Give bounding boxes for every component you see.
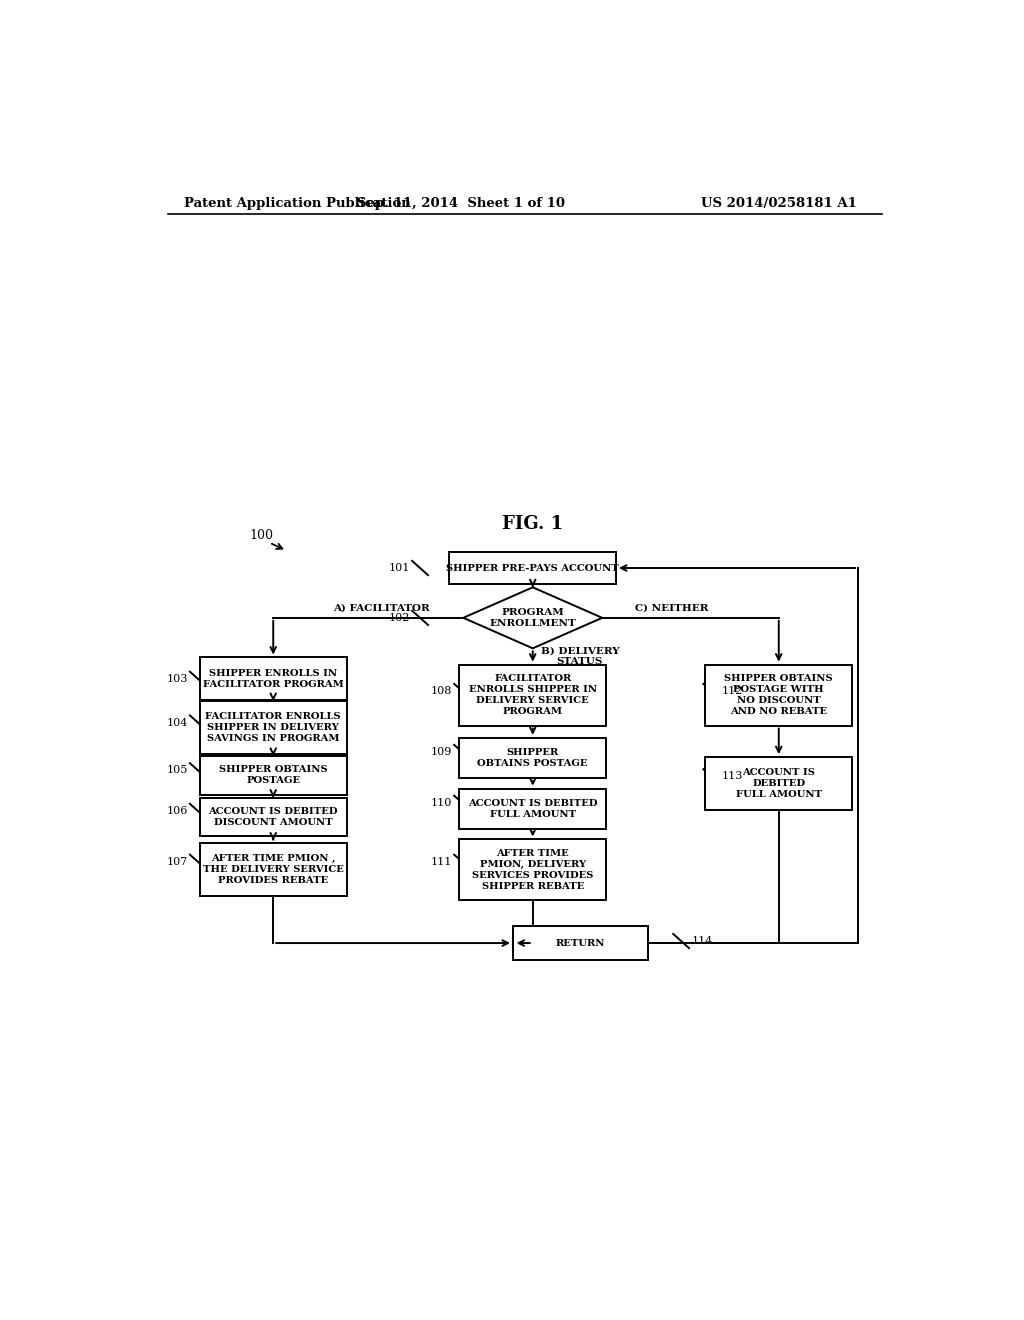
Text: 111: 111 — [430, 857, 452, 867]
Text: 104: 104 — [166, 718, 187, 727]
FancyBboxPatch shape — [513, 925, 648, 961]
Text: FIG. 1: FIG. 1 — [502, 515, 563, 533]
Text: AFTER TIME
PMION, DELIVERY
SERVICES PROVIDES
SHIPPER REBATE: AFTER TIME PMION, DELIVERY SERVICES PROV… — [472, 849, 594, 891]
Text: PROGRAM
ENROLLMENT: PROGRAM ENROLLMENT — [489, 607, 577, 628]
Text: 105: 105 — [166, 766, 187, 775]
Text: 101: 101 — [388, 564, 410, 573]
Text: 109: 109 — [430, 747, 452, 756]
FancyBboxPatch shape — [460, 840, 606, 900]
Text: Sep. 11, 2014  Sheet 1 of 10: Sep. 11, 2014 Sheet 1 of 10 — [357, 197, 565, 210]
Text: ACCOUNT IS DEBITED
FULL AMOUNT: ACCOUNT IS DEBITED FULL AMOUNT — [468, 799, 597, 818]
Text: AFTER TIME PMION ,
THE DELIVERY SERVICE
PROVIDES REBATE: AFTER TIME PMION , THE DELIVERY SERVICE … — [203, 854, 344, 886]
Text: 107: 107 — [166, 857, 187, 867]
Text: 106: 106 — [166, 807, 187, 816]
Text: ACCOUNT IS
DEBITED
FULL AMOUNT: ACCOUNT IS DEBITED FULL AMOUNT — [735, 768, 822, 799]
Text: SHIPPER OBTAINS
POSTAGE: SHIPPER OBTAINS POSTAGE — [219, 766, 328, 785]
Text: 112: 112 — [722, 686, 743, 696]
FancyBboxPatch shape — [460, 664, 606, 726]
Text: B) DELIVERY
STATUS: B) DELIVERY STATUS — [541, 647, 620, 667]
Text: 110: 110 — [430, 797, 452, 808]
Text: 100: 100 — [249, 529, 273, 543]
FancyBboxPatch shape — [200, 797, 347, 837]
Text: ACCOUNT IS DEBITED
DISCOUNT AMOUNT: ACCOUNT IS DEBITED DISCOUNT AMOUNT — [209, 807, 338, 828]
Text: FACILITATOR ENROLLS
SHIPPER IN DELIVERY
SAVINGS IN PROGRAM: FACILITATOR ENROLLS SHIPPER IN DELIVERY … — [206, 711, 341, 743]
Text: SHIPPER OBTAINS
POSTAGE WITH
NO DISCOUNT
AND NO REBATE: SHIPPER OBTAINS POSTAGE WITH NO DISCOUNT… — [724, 675, 834, 717]
FancyBboxPatch shape — [450, 552, 616, 585]
Polygon shape — [463, 587, 602, 648]
FancyBboxPatch shape — [200, 756, 347, 795]
Text: US 2014/0258181 A1: US 2014/0258181 A1 — [700, 197, 857, 210]
FancyBboxPatch shape — [460, 788, 606, 829]
FancyBboxPatch shape — [460, 738, 606, 779]
FancyBboxPatch shape — [200, 657, 347, 700]
FancyBboxPatch shape — [706, 664, 852, 726]
Text: C) NEITHER: C) NEITHER — [635, 603, 709, 612]
Text: 114: 114 — [691, 936, 713, 946]
Text: A) FACILITATOR: A) FACILITATOR — [334, 603, 430, 612]
Text: 113: 113 — [722, 771, 743, 781]
Text: 103: 103 — [166, 673, 187, 684]
Text: SHIPPER ENROLLS IN
FACILITATOR PROGRAM: SHIPPER ENROLLS IN FACILITATOR PROGRAM — [203, 669, 344, 689]
FancyBboxPatch shape — [200, 701, 347, 754]
FancyBboxPatch shape — [200, 843, 347, 896]
Text: Patent Application Publication: Patent Application Publication — [183, 197, 411, 210]
FancyBboxPatch shape — [706, 758, 852, 810]
Text: 102: 102 — [388, 612, 410, 623]
Text: SHIPPER PRE-PAYS ACCOUNT: SHIPPER PRE-PAYS ACCOUNT — [446, 564, 620, 573]
Text: SHIPPER
OBTAINS POSTAGE: SHIPPER OBTAINS POSTAGE — [477, 748, 588, 768]
Text: FACILITATOR
ENROLLS SHIPPER IN
DELIVERY SERVICE
PROGRAM: FACILITATOR ENROLLS SHIPPER IN DELIVERY … — [469, 675, 597, 717]
Text: RETURN: RETURN — [556, 939, 605, 948]
Text: 108: 108 — [430, 686, 452, 696]
